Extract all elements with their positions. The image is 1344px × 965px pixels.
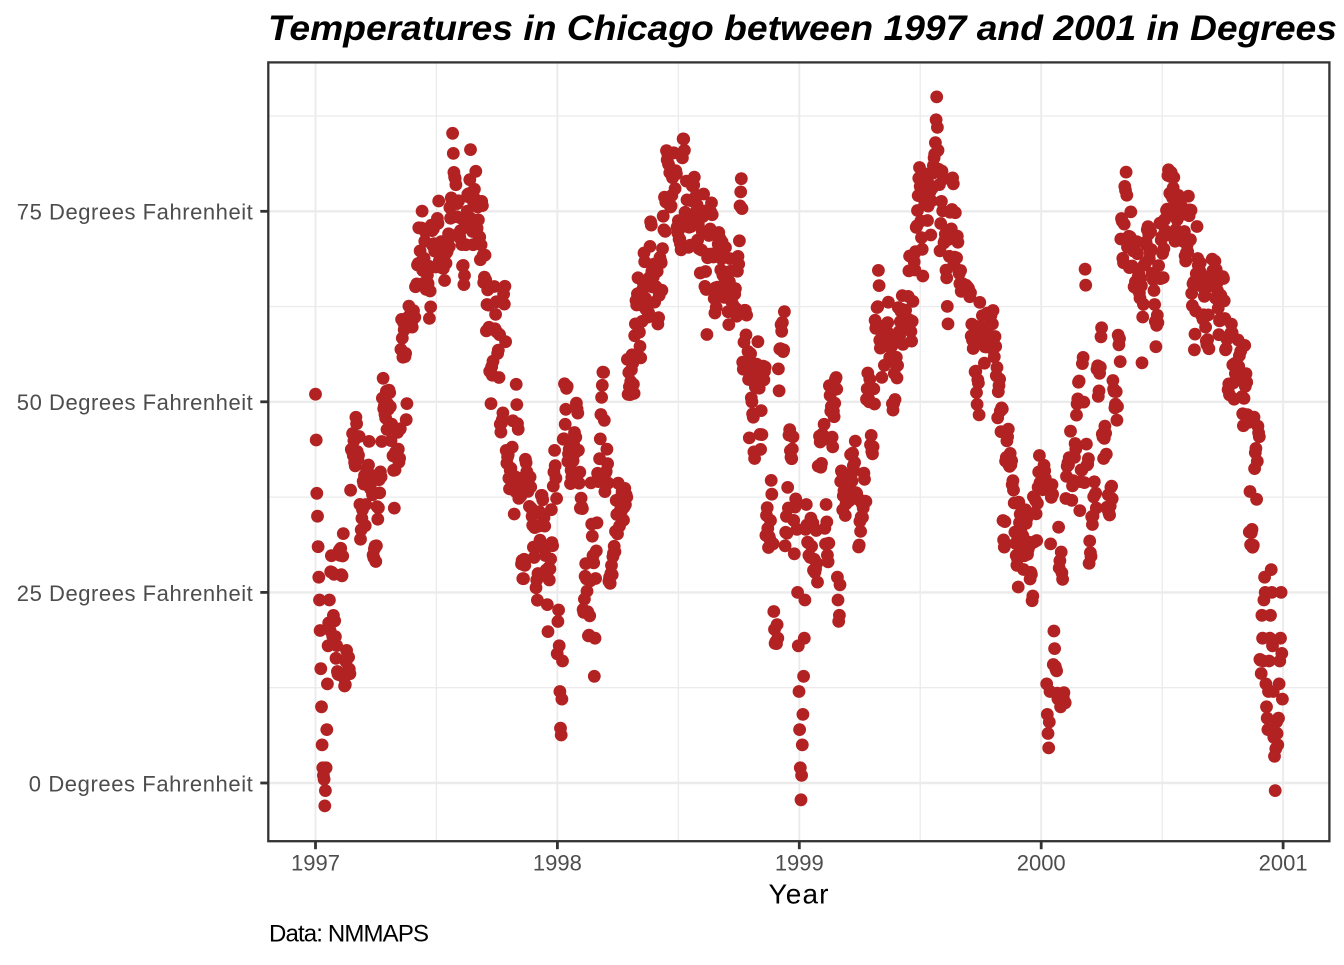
- svg-text:1998: 1998: [533, 851, 582, 876]
- svg-text:2001: 2001: [1259, 851, 1308, 876]
- svg-text:50 Degrees Fahrenheit: 50 Degrees Fahrenheit: [17, 390, 253, 415]
- svg-text:1999: 1999: [775, 851, 824, 876]
- svg-text:2000: 2000: [1017, 851, 1066, 876]
- svg-text:25 Degrees Fahrenheit: 25 Degrees Fahrenheit: [17, 581, 253, 606]
- svg-text:Data: NMMAPS: Data: NMMAPS: [269, 920, 429, 947]
- svg-text:75 Degrees Fahrenheit: 75 Degrees Fahrenheit: [17, 200, 253, 225]
- svg-text:0 Degrees Fahrenheit: 0 Degrees Fahrenheit: [29, 771, 253, 796]
- svg-text:Year: Year: [769, 879, 829, 910]
- svg-text:Temperatures in Chicago betwee: Temperatures in Chicago between 1997 and…: [268, 9, 1337, 48]
- svg-text:1997: 1997: [291, 851, 340, 876]
